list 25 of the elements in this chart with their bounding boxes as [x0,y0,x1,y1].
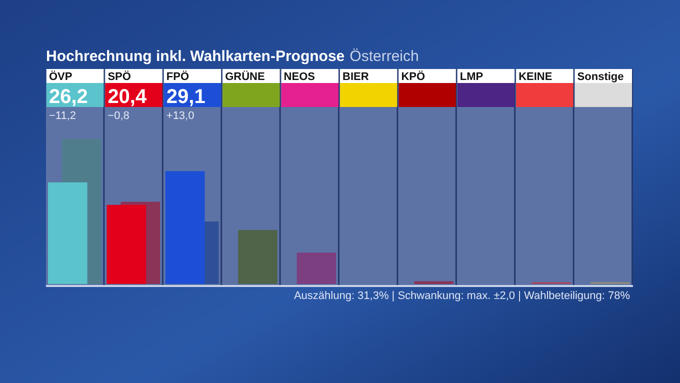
text: −0,8 [108,110,130,122]
chart-title: Hochrechnung inkl. Wahlkarten-Prognose [46,48,345,65]
bar [414,281,454,284]
bar [48,182,88,284]
data-label: 26,2 [49,86,88,108]
x-tick-label: Sonstige [577,71,624,83]
text: +13,0 [166,110,194,122]
data-label: 29,1 [166,86,206,108]
text: Auszählung: 31,3% | Schwankung: max. ±2,0 | Wahlbeteiligung: 78% [294,290,630,302]
x-tick-label: KEINE [518,71,552,83]
text: −11,2 [49,110,76,122]
x-tick-label: ÖVP [49,70,72,83]
x-tick-label: SPÖ [108,70,132,83]
bar [165,171,205,284]
x-tick-label: KPÖ [401,70,426,83]
bar [238,230,278,284]
x-tick-label: NEOS [284,71,315,83]
x-tick-label: GRÜNE [225,70,265,83]
x-tick-label: LMP [460,71,484,83]
data-label: 20,4 [108,86,148,108]
chart-subtitle: Österreich [350,48,419,65]
x-tick-label: BIER [342,71,369,83]
bar [296,252,336,284]
bar [106,204,146,284]
x-tick-label: FPÖ [166,70,190,83]
